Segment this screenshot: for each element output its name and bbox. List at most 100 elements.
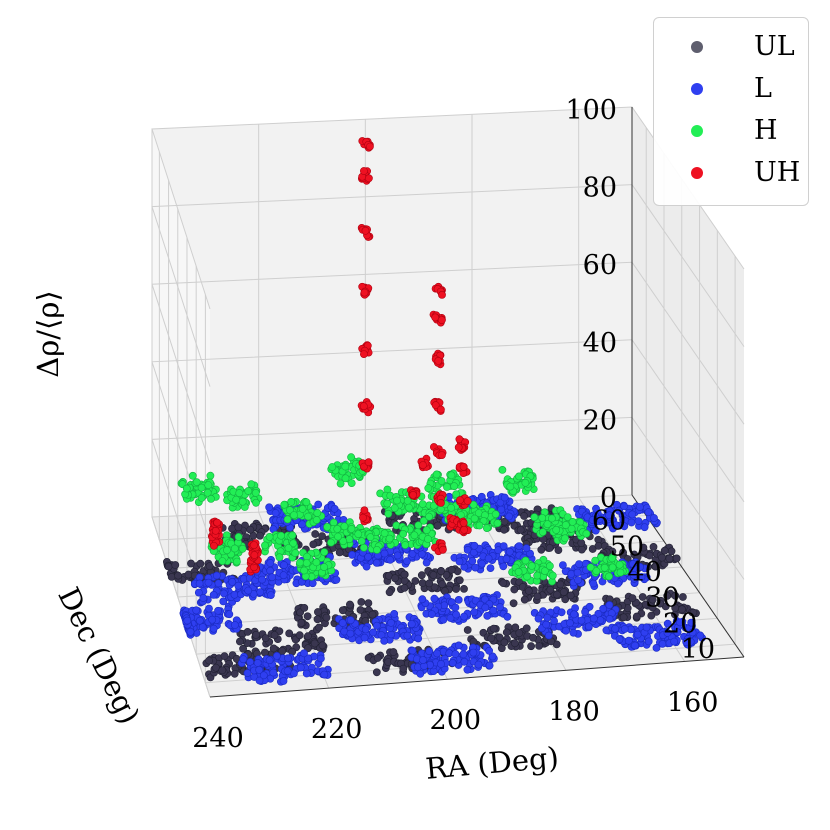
point-ul [577, 545, 586, 554]
point-ul [357, 598, 366, 606]
point-l [569, 628, 578, 637]
point-l [302, 669, 311, 678]
point-l [192, 606, 201, 615]
point-h [437, 477, 446, 485]
z-tick-label: 40 [583, 328, 617, 359]
point-ul [269, 644, 278, 653]
point-ul [220, 652, 229, 660]
point-h [543, 520, 552, 529]
point-ul [522, 624, 531, 633]
point-ul [338, 606, 347, 615]
point-ul [399, 664, 408, 673]
point-h [341, 474, 350, 483]
point-l [430, 594, 439, 603]
point-ul [515, 629, 524, 637]
point-ul [527, 642, 535, 651]
point-h [561, 521, 570, 529]
legend-label-h: H [754, 115, 778, 146]
x-grid-line [258, 124, 330, 689]
point-l [454, 596, 463, 604]
point-h [287, 497, 296, 506]
z-grid-line [151, 184, 745, 387]
point-uh [431, 313, 440, 322]
back-pane [152, 107, 632, 517]
point-h [568, 518, 577, 526]
point-l [255, 666, 264, 674]
point-h [302, 498, 311, 507]
point-h [265, 533, 274, 541]
point-l [256, 588, 265, 596]
point-ul [553, 590, 561, 599]
point-l [573, 568, 582, 577]
point-l [451, 603, 460, 612]
point-ul [425, 579, 434, 588]
point-ul [438, 580, 446, 589]
point-h [401, 541, 410, 549]
point-l [259, 671, 268, 680]
point-l [634, 517, 643, 525]
point-ul [417, 571, 426, 580]
legend: UL L H UH [653, 17, 809, 206]
point-l [219, 597, 228, 606]
point-h [251, 488, 260, 497]
point-h [359, 543, 368, 552]
point-h [548, 514, 556, 523]
point-uh [437, 316, 446, 324]
point-uh [364, 458, 373, 467]
point-h [296, 558, 304, 567]
point-l [265, 656, 274, 665]
point-l [605, 615, 614, 623]
point-ul [313, 608, 322, 616]
point-ul [391, 574, 399, 583]
point-h [615, 560, 624, 569]
z-tick-label: 100 [565, 95, 617, 126]
point-h [223, 546, 231, 555]
point-ul [400, 570, 409, 579]
point-l [300, 649, 308, 658]
point-l [280, 561, 288, 569]
point-l [320, 670, 329, 679]
point-ul [372, 668, 381, 677]
point-l [566, 619, 574, 627]
point-ul [658, 553, 666, 562]
point-l [644, 508, 653, 517]
point-h [207, 494, 215, 503]
y-tick-label: 60 [592, 506, 626, 537]
point-h [540, 567, 549, 575]
point-ul [205, 656, 213, 665]
point-ul [663, 592, 672, 600]
point-l [477, 492, 486, 501]
point-l [425, 647, 434, 656]
point-ul [689, 608, 698, 617]
point-h [592, 567, 601, 575]
point-h [304, 512, 312, 521]
point-ul [311, 530, 320, 538]
point-l [471, 563, 480, 572]
point-ul [566, 591, 575, 600]
point-l [515, 542, 523, 550]
z-grid-line [151, 416, 745, 620]
point-ul [452, 585, 460, 593]
point-h [366, 533, 375, 542]
point-uh [209, 541, 218, 550]
point-l [407, 620, 416, 628]
point-l [414, 634, 423, 643]
point-h [347, 453, 355, 462]
legend-item-ul: UL [654, 28, 808, 68]
point-l [544, 631, 553, 640]
point-l [284, 654, 292, 663]
point-uh [364, 174, 373, 183]
point-l [494, 546, 503, 555]
point-ul [500, 525, 508, 534]
point-l [477, 559, 486, 568]
point-h [384, 509, 393, 518]
legend-marker-ul [691, 41, 703, 53]
point-uh [211, 526, 220, 535]
point-ul [520, 512, 528, 520]
point-h [424, 535, 432, 543]
point-l [194, 588, 203, 597]
point-h [230, 544, 239, 553]
point-l [502, 555, 511, 563]
point-h [336, 479, 345, 488]
point-h [320, 548, 329, 556]
